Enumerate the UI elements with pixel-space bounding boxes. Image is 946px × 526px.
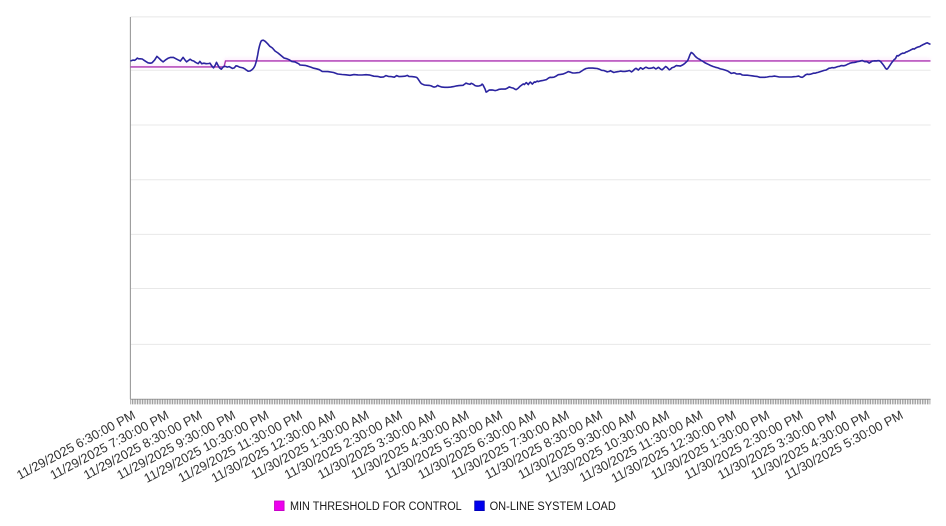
svg-text:MIN THRESHOLD FOR CONTROL: MIN THRESHOLD FOR CONTROL: [290, 499, 462, 513]
svg-text:ON-LINE SYSTEM LOAD: ON-LINE SYSTEM LOAD: [490, 499, 616, 513]
